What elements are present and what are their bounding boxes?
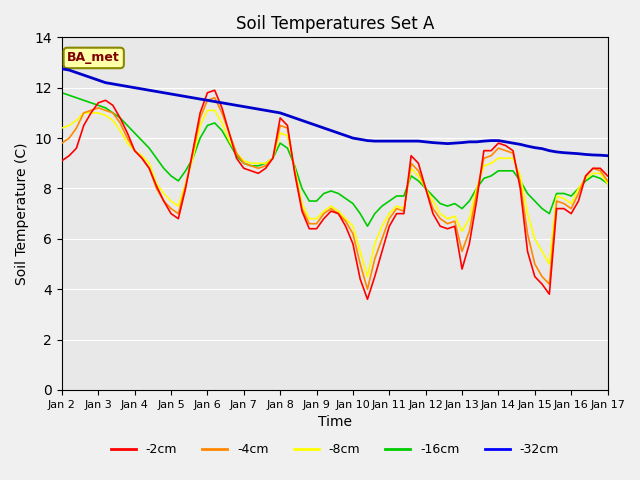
Text: BA_met: BA_met: [67, 51, 120, 64]
Legend: -2cm, -4cm, -8cm, -16cm, -32cm: -2cm, -4cm, -8cm, -16cm, -32cm: [106, 438, 564, 461]
X-axis label: Time: Time: [317, 415, 352, 429]
Title: Soil Temperatures Set A: Soil Temperatures Set A: [236, 15, 434, 33]
Y-axis label: Soil Temperature (C): Soil Temperature (C): [15, 143, 29, 285]
